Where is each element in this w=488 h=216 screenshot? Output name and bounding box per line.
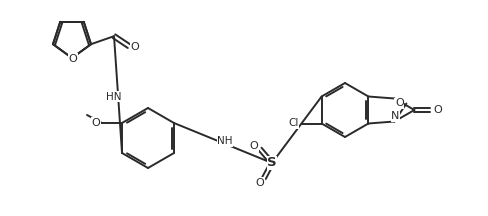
Text: O: O (91, 118, 100, 128)
Text: NH: NH (217, 136, 232, 146)
Text: S: S (266, 157, 276, 170)
Text: O: O (130, 42, 139, 52)
Text: O: O (68, 54, 77, 64)
Text: Cl: Cl (288, 119, 298, 129)
Text: HN: HN (106, 92, 122, 102)
Text: N: N (390, 111, 399, 121)
Text: O: O (249, 141, 258, 151)
Text: O: O (255, 178, 264, 188)
Text: O: O (394, 98, 403, 108)
Text: O: O (432, 105, 441, 115)
